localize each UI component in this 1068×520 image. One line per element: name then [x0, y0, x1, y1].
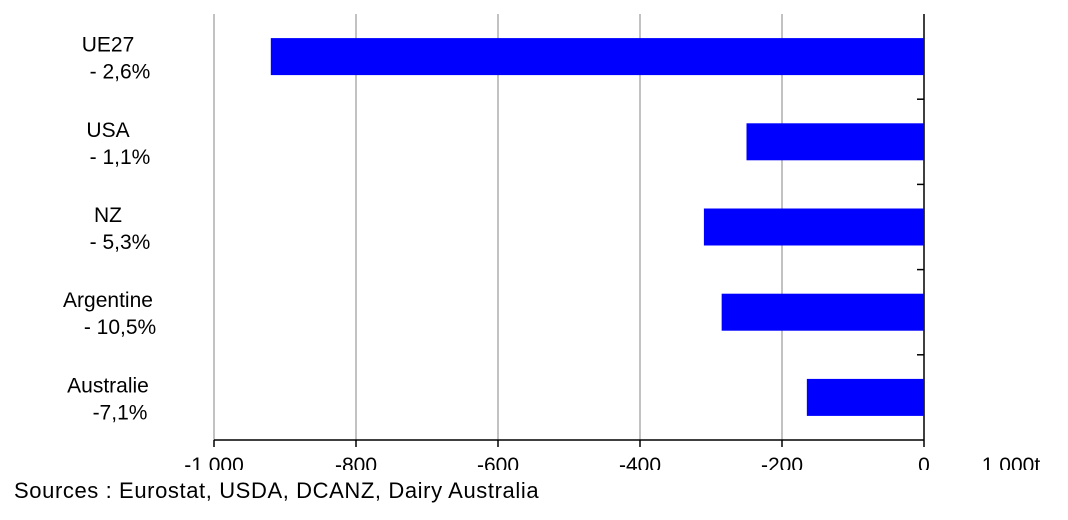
category-label: UE27: [82, 34, 135, 57]
x-tick-label: -600: [477, 454, 519, 470]
bar-usa: [746, 123, 924, 161]
category-change-label: - 2,6%: [90, 61, 151, 84]
category-change-label: -7,1%: [93, 401, 148, 424]
category-label: USA: [86, 119, 129, 142]
x-tick-label: 0: [918, 454, 930, 470]
x-tick-label: -400: [619, 454, 661, 470]
category-change-label: - 1,1%: [90, 146, 151, 169]
x-tick-label: -1 000: [184, 454, 244, 470]
x-tick-label: -800: [335, 454, 377, 470]
bar-chart-plot: UE27 - 2,6% USA - 1,1% NZ - 5,3% Argentine - 10…: [63, 14, 1041, 470]
category-label: NZ: [94, 204, 122, 227]
category-label: Argentine: [63, 289, 153, 312]
x-tick-label: -200: [761, 454, 803, 470]
category-label: Australie: [67, 374, 149, 397]
bar-argentine: [721, 293, 924, 331]
category-change-label: - 10,5%: [84, 316, 156, 339]
x-unit-label: 1 000t: [982, 454, 1041, 470]
bar-nz: [703, 208, 924, 246]
bar-ue27: [270, 38, 924, 76]
bar-australie: [806, 378, 924, 416]
category-change-label: - 5,3%: [90, 231, 151, 254]
source-note: Sources : Eurostat, USDA, DCANZ, Dairy A…: [14, 478, 540, 503]
